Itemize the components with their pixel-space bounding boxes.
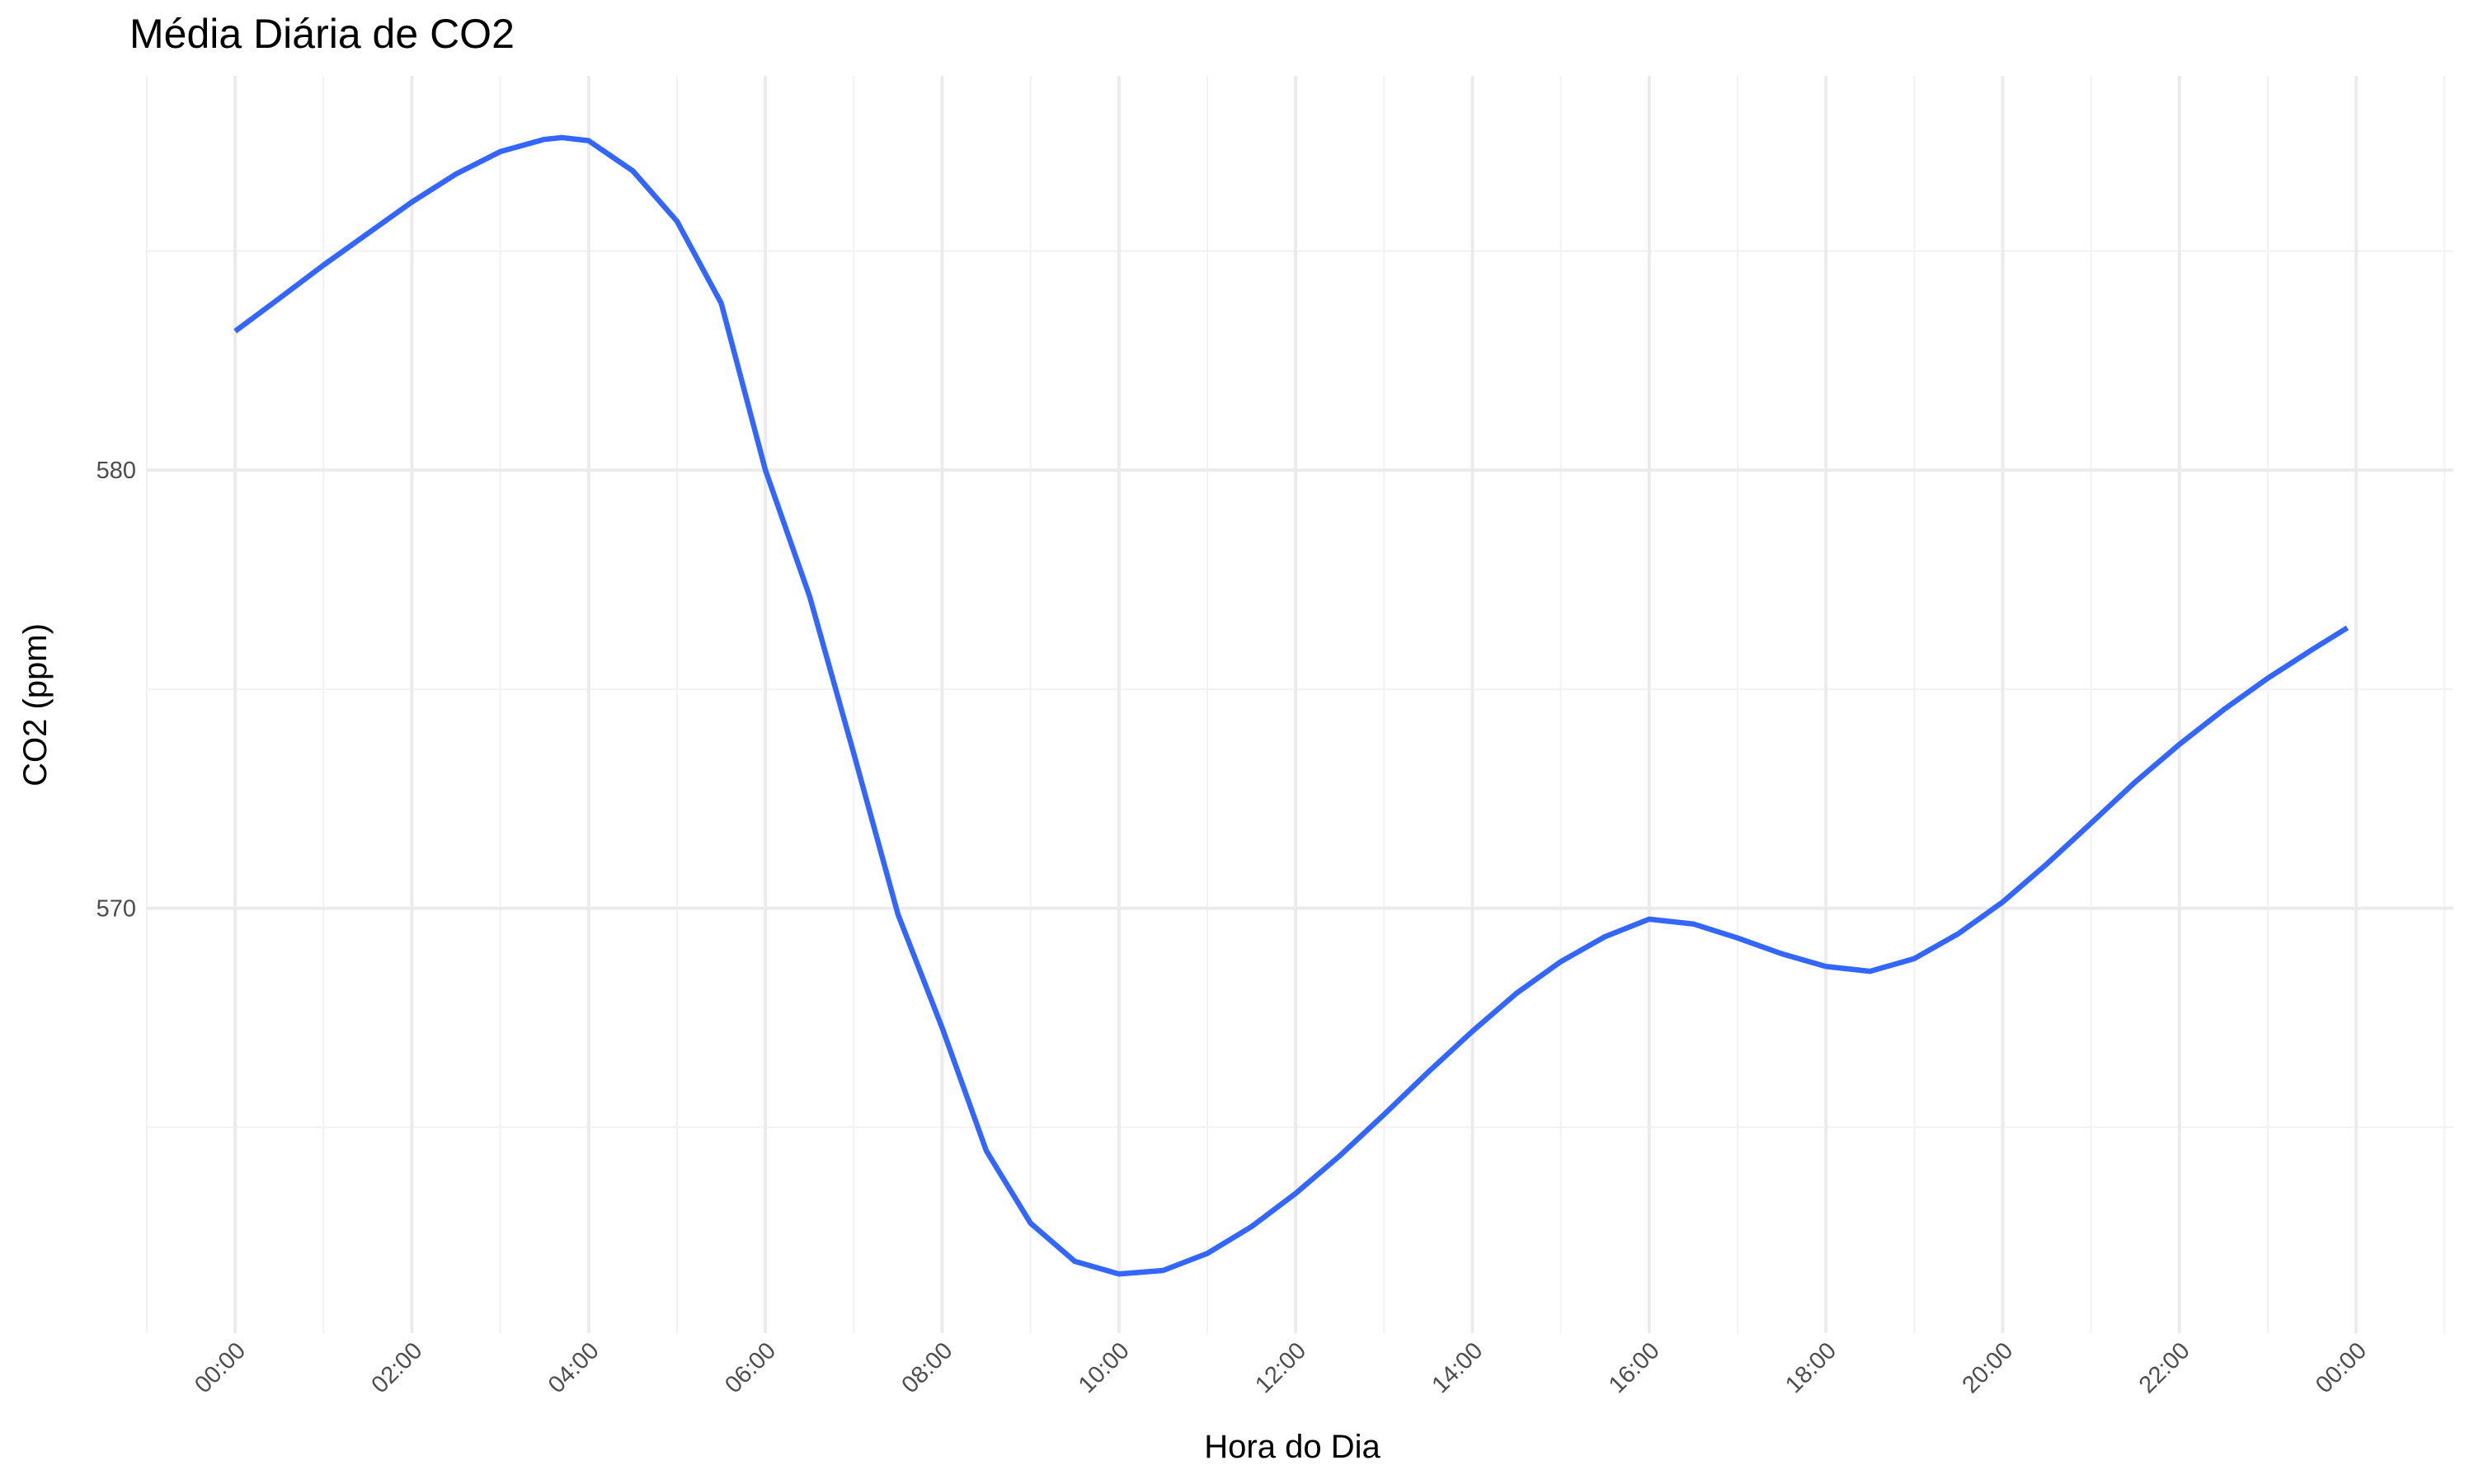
- grid: [146, 76, 2453, 1333]
- y-tick-label: 570: [96, 896, 136, 923]
- y-tick-label: 580: [96, 458, 136, 484]
- x-tick-label: 16:00: [1604, 1337, 1665, 1398]
- x-axis-label: Hora do Dia: [1204, 1429, 1380, 1465]
- y-axis-label: CO2 (ppm): [17, 623, 54, 787]
- x-tick-label: 02:00: [366, 1337, 427, 1398]
- x-tick-label: 12:00: [1250, 1337, 1311, 1398]
- plot-area: [233, 134, 2349, 1277]
- chart-title: Média Diária de CO2: [129, 11, 515, 57]
- x-tick-label: 04:00: [543, 1337, 604, 1398]
- x-tick-label: 06:00: [720, 1337, 781, 1398]
- x-tick-label: 00:00: [2311, 1337, 2372, 1398]
- x-tick-label: 20:00: [1957, 1337, 2018, 1398]
- x-tick-label: 00:00: [190, 1337, 251, 1398]
- x-tick-label: 14:00: [1427, 1337, 1488, 1398]
- data-line: [233, 134, 2349, 1277]
- x-tick-label: 10:00: [1074, 1337, 1135, 1398]
- x-tick-label: 08:00: [896, 1337, 957, 1398]
- x-tick-label: 18:00: [1780, 1337, 1841, 1398]
- x-tick-label: 22:00: [2134, 1337, 2195, 1398]
